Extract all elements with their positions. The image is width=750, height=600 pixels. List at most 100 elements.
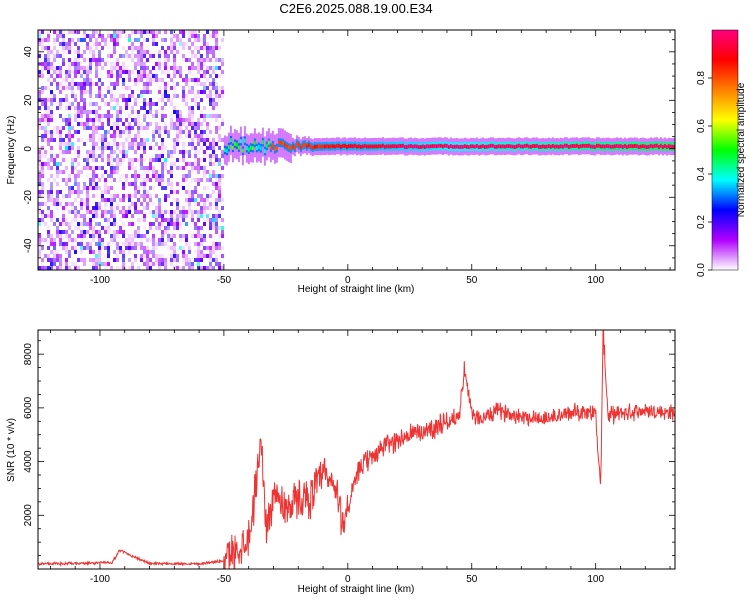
spectrogram-noise-cell bbox=[113, 98, 116, 102]
spectrogram-noise-cell bbox=[98, 230, 101, 234]
spectrogram-noise-cell bbox=[65, 74, 68, 78]
spectrogram-noise-cell bbox=[203, 118, 206, 122]
spectrogram-noise-cell bbox=[206, 142, 209, 146]
spectrogram-noise-cell bbox=[119, 142, 122, 146]
spectrogram-noise-cell bbox=[89, 242, 92, 246]
spectrogram-noise-cell bbox=[47, 114, 50, 118]
spectrogram-noise-cell bbox=[107, 122, 110, 126]
spectrogram-noise-cell bbox=[74, 110, 77, 114]
spectrogram-noise-cell bbox=[119, 254, 122, 258]
spectrogram-line-core bbox=[609, 144, 612, 149]
spectrogram-noise-cell bbox=[158, 50, 161, 54]
spectrogram-noise-cell bbox=[149, 158, 152, 162]
spectrogram-line-core bbox=[303, 142, 306, 147]
spectrogram-noise-cell bbox=[110, 206, 113, 210]
spectrogram-noise-cell bbox=[107, 146, 110, 150]
spectrogram-noise-cell bbox=[158, 238, 161, 242]
spectrogram-noise-cell bbox=[161, 230, 164, 234]
spectrogram-noise-cell bbox=[71, 210, 74, 214]
spectrogram-noise-cell bbox=[47, 158, 50, 162]
spectrogram-noise-cell bbox=[203, 246, 206, 250]
spectrogram-noise-cell bbox=[221, 206, 224, 210]
spectrogram-noise-cell bbox=[170, 90, 173, 94]
spectrogram-noise-cell bbox=[98, 202, 101, 206]
spectrogram-noise-cell bbox=[182, 266, 185, 270]
spectrogram-noise-cell bbox=[143, 250, 146, 254]
spectrogram-noise-cell bbox=[89, 186, 92, 190]
spectrogram-noise-cell bbox=[206, 50, 209, 54]
spectrogram-line-core bbox=[587, 143, 590, 148]
spectrogram-noise-cell bbox=[191, 266, 194, 270]
spectrogram-noise-cell bbox=[161, 234, 164, 238]
spectrogram-noise-cell bbox=[131, 226, 134, 230]
spectrogram-noise-cell bbox=[218, 162, 221, 166]
spectrogram-noise-cell bbox=[77, 182, 80, 186]
spectrogram-noise-cell bbox=[77, 242, 80, 246]
spectrogram-noise-cell bbox=[56, 130, 59, 134]
spectrogram-noise-cell bbox=[155, 110, 158, 114]
spectrogram-noise-cell bbox=[167, 62, 170, 66]
spectrogram-noise-cell bbox=[89, 30, 92, 34]
spectrogram-noise-cell bbox=[134, 254, 137, 258]
spectrogram-noise-cell bbox=[146, 210, 149, 214]
spectrogram-noise-cell bbox=[62, 246, 65, 250]
spectrogram-noise-cell bbox=[134, 134, 137, 138]
spectrogram-noise-cell bbox=[44, 202, 47, 206]
spectrogram-noise-cell bbox=[104, 58, 107, 62]
spectrogram-noise-cell bbox=[53, 134, 56, 138]
spectrogram-noise-cell bbox=[176, 222, 179, 226]
spectrogram-noise-cell bbox=[212, 78, 215, 82]
spectrogram-noise-cell bbox=[176, 50, 179, 54]
spectrogram-noise-cell bbox=[185, 78, 188, 82]
spectrogram-noise-cell bbox=[53, 222, 56, 226]
spectrogram-noise-cell bbox=[38, 222, 41, 226]
spectrogram-noise-cell bbox=[56, 210, 59, 214]
spectrogram-noise-cell bbox=[146, 182, 149, 186]
spectrogram-noise-cell bbox=[53, 58, 56, 62]
spectrogram-noise-cell bbox=[80, 190, 83, 194]
spectrogram-noise-cell bbox=[104, 218, 107, 222]
spectrogram-noise-cell bbox=[89, 154, 92, 158]
spectrogram-line-core bbox=[421, 144, 424, 149]
spectrogram-noise-cell bbox=[62, 222, 65, 226]
spectrogram-line-core bbox=[367, 144, 370, 149]
spectrogram-noise-cell bbox=[119, 130, 122, 134]
spectrogram-noise-cell bbox=[158, 154, 161, 158]
spectrogram-noise-cell bbox=[143, 138, 146, 142]
spectrogram-noise-cell bbox=[215, 206, 218, 210]
spectrogram-noise-cell bbox=[95, 234, 98, 238]
spectrogram-noise-cell bbox=[80, 234, 83, 238]
spectrogram-noise-cell bbox=[125, 154, 128, 158]
spectrogram-noise-cell bbox=[152, 130, 155, 134]
spectrogram-noise-cell bbox=[203, 154, 206, 158]
spectrogram-noise-cell bbox=[41, 154, 44, 158]
spectrogram-line-core bbox=[631, 144, 634, 149]
spectrogram-noise-cell bbox=[65, 58, 68, 62]
spectrogram-noise-cell bbox=[98, 178, 101, 182]
spectrogram-noise-cell bbox=[191, 254, 194, 258]
spectrogram-noise-cell bbox=[110, 210, 113, 214]
spectrogram-noise-cell bbox=[101, 242, 104, 246]
spectrogram-noise-cell bbox=[215, 142, 218, 146]
spectrogram-noise-cell bbox=[131, 110, 134, 114]
spectrogram-noise-cell bbox=[44, 130, 47, 134]
spectrogram-noise-cell bbox=[107, 230, 110, 234]
spectrogram-noise-cell bbox=[50, 102, 53, 106]
spectrogram-noise-cell bbox=[149, 54, 152, 58]
spectrogram-noise-cell bbox=[59, 178, 62, 182]
spectrogram-noise-cell bbox=[149, 130, 152, 134]
spectrogram-noise-cell bbox=[62, 126, 65, 130]
spectrogram-noise-cell bbox=[104, 206, 107, 210]
spectrogram-noise-cell bbox=[134, 54, 137, 58]
spectrogram-line-core bbox=[433, 144, 436, 148]
spectrogram-noise-cell bbox=[188, 134, 191, 138]
spectrogram-noise-cell bbox=[38, 42, 41, 46]
spectrogram-noise-cell bbox=[83, 158, 86, 162]
spectrogram-noise-cell bbox=[128, 266, 131, 270]
spectrogram-noise-cell bbox=[140, 246, 143, 250]
spectrogram-noise-cell bbox=[89, 82, 92, 86]
spectrogram-noise-cell bbox=[125, 86, 128, 90]
spectrogram-noise-cell bbox=[161, 246, 164, 250]
spectrogram-noise-cell bbox=[170, 258, 173, 262]
spectrogram-noise-cell bbox=[134, 166, 137, 170]
